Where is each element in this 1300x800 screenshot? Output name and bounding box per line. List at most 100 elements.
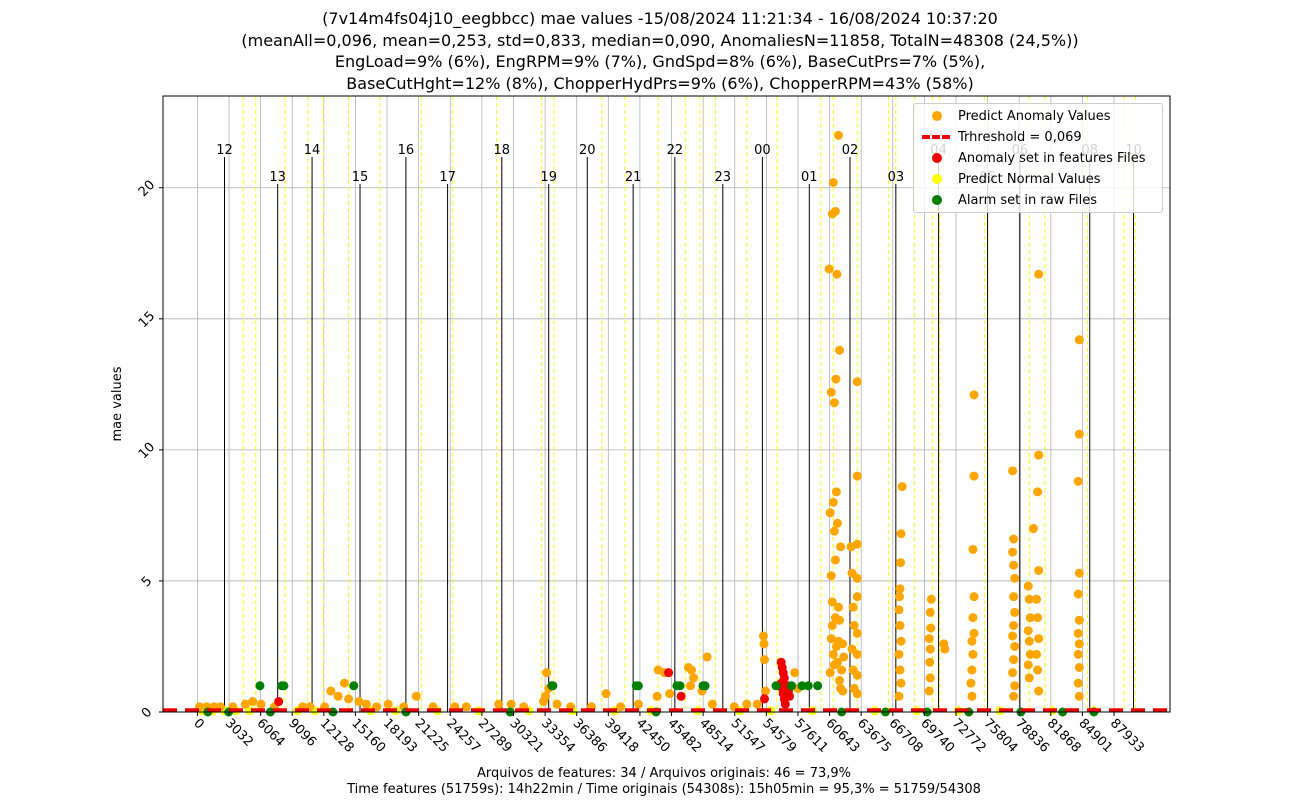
x-tick-label: 33354	[538, 716, 578, 756]
data-point	[1028, 524, 1038, 534]
data-point	[759, 694, 769, 704]
x-tick-label: 66708	[886, 716, 926, 756]
data-point	[966, 678, 976, 688]
data-point	[1024, 636, 1034, 646]
data-point	[894, 592, 904, 602]
x-tick-label: 48514	[696, 716, 736, 756]
data-point	[759, 655, 769, 665]
data-point	[700, 681, 710, 691]
hour-marker-label: 14	[304, 143, 321, 158]
data-point	[685, 681, 695, 691]
data-point	[506, 699, 516, 709]
data-point	[279, 681, 289, 691]
data-point	[1034, 269, 1044, 279]
data-point	[633, 681, 643, 691]
data-point	[1033, 487, 1043, 497]
data-point	[849, 620, 859, 630]
data-point	[926, 623, 936, 633]
data-point	[752, 699, 762, 709]
tick-layer: 0 303260649096121281516018193212252425727…	[136, 178, 1147, 756]
data-point	[664, 668, 674, 678]
plot-frame	[162, 95, 1171, 713]
data-point	[1008, 547, 1018, 557]
data-point	[925, 657, 935, 667]
y-tick-label: 5	[139, 574, 155, 590]
x-tick-label: 18193	[380, 716, 420, 756]
data-point	[826, 634, 836, 644]
hour-marker-label: 22	[667, 143, 684, 158]
data-point	[924, 634, 934, 644]
y-axis-label: mae values	[110, 366, 125, 441]
data-point	[1010, 607, 1020, 617]
data-point	[256, 699, 266, 709]
data-point	[758, 631, 768, 641]
data-point	[1074, 662, 1084, 672]
data-point	[542, 668, 552, 678]
data-point	[248, 697, 258, 707]
x-tick-label: 36386	[570, 716, 610, 756]
data-point	[326, 686, 336, 696]
hour-marker-label: 13	[269, 170, 286, 185]
data-point	[1073, 476, 1083, 486]
data-point	[803, 681, 813, 691]
data-point	[702, 652, 712, 662]
data-point	[1009, 620, 1019, 630]
data-point	[1023, 660, 1033, 670]
hour-marker-label: 12	[216, 143, 233, 158]
data-point	[831, 374, 841, 384]
legend-item-anomaly-features: Anomaly set in features Files	[922, 149, 1146, 167]
data-point	[787, 681, 797, 691]
data-point	[897, 482, 907, 492]
data-point	[1073, 678, 1083, 688]
data-point	[852, 377, 862, 387]
data-point	[676, 691, 686, 701]
data-point	[832, 269, 842, 279]
data-point	[968, 649, 978, 659]
data-point	[1074, 568, 1084, 578]
green-dot-icon	[922, 191, 950, 209]
chart-footer: Arquivos de features: 34 / Arquivos orig…	[0, 766, 1300, 798]
legend-item-alarm-raw: Alarm set in raw Files	[922, 191, 1097, 209]
data-point	[969, 628, 979, 638]
data-point	[1010, 573, 1020, 583]
data-point	[240, 699, 250, 709]
x-tick-label: 39418	[601, 716, 641, 756]
hour-marker-label: 19	[540, 170, 557, 185]
data-point	[895, 584, 905, 594]
x-tick-label: 75804	[981, 716, 1021, 756]
data-point	[383, 699, 393, 709]
hour-marker-label: 20	[579, 143, 596, 158]
data-point	[925, 673, 935, 683]
data-point	[813, 681, 823, 691]
data-point	[339, 678, 349, 688]
data-point	[1024, 673, 1034, 683]
data-point	[344, 694, 354, 704]
data-point	[274, 697, 284, 707]
data-point	[896, 529, 906, 539]
x-tick-label: 87933	[1107, 716, 1147, 756]
x-tick-label: 81868	[1044, 716, 1084, 756]
hour-marker-label: 23	[715, 170, 732, 185]
hour-marker-label: 16	[398, 143, 415, 158]
data-point	[830, 555, 840, 565]
data-point	[828, 178, 838, 188]
data-point	[827, 620, 837, 630]
hour-marker-label: 18	[494, 143, 511, 158]
data-point	[835, 676, 845, 686]
x-tick-label: 3032	[222, 716, 256, 750]
data-point	[1009, 655, 1019, 665]
data-point	[852, 471, 862, 481]
data-point	[780, 699, 790, 709]
data-point	[790, 668, 800, 678]
data-point	[255, 681, 265, 691]
data-point	[895, 665, 905, 675]
data-point	[616, 702, 626, 712]
data-point	[411, 691, 421, 701]
data-point	[1033, 665, 1043, 675]
data-point	[1034, 686, 1044, 696]
x-tick-label: 60643	[822, 716, 862, 756]
data-point	[1010, 681, 1020, 691]
data-point	[967, 636, 977, 646]
data-point	[494, 699, 504, 709]
data-point	[896, 636, 906, 646]
